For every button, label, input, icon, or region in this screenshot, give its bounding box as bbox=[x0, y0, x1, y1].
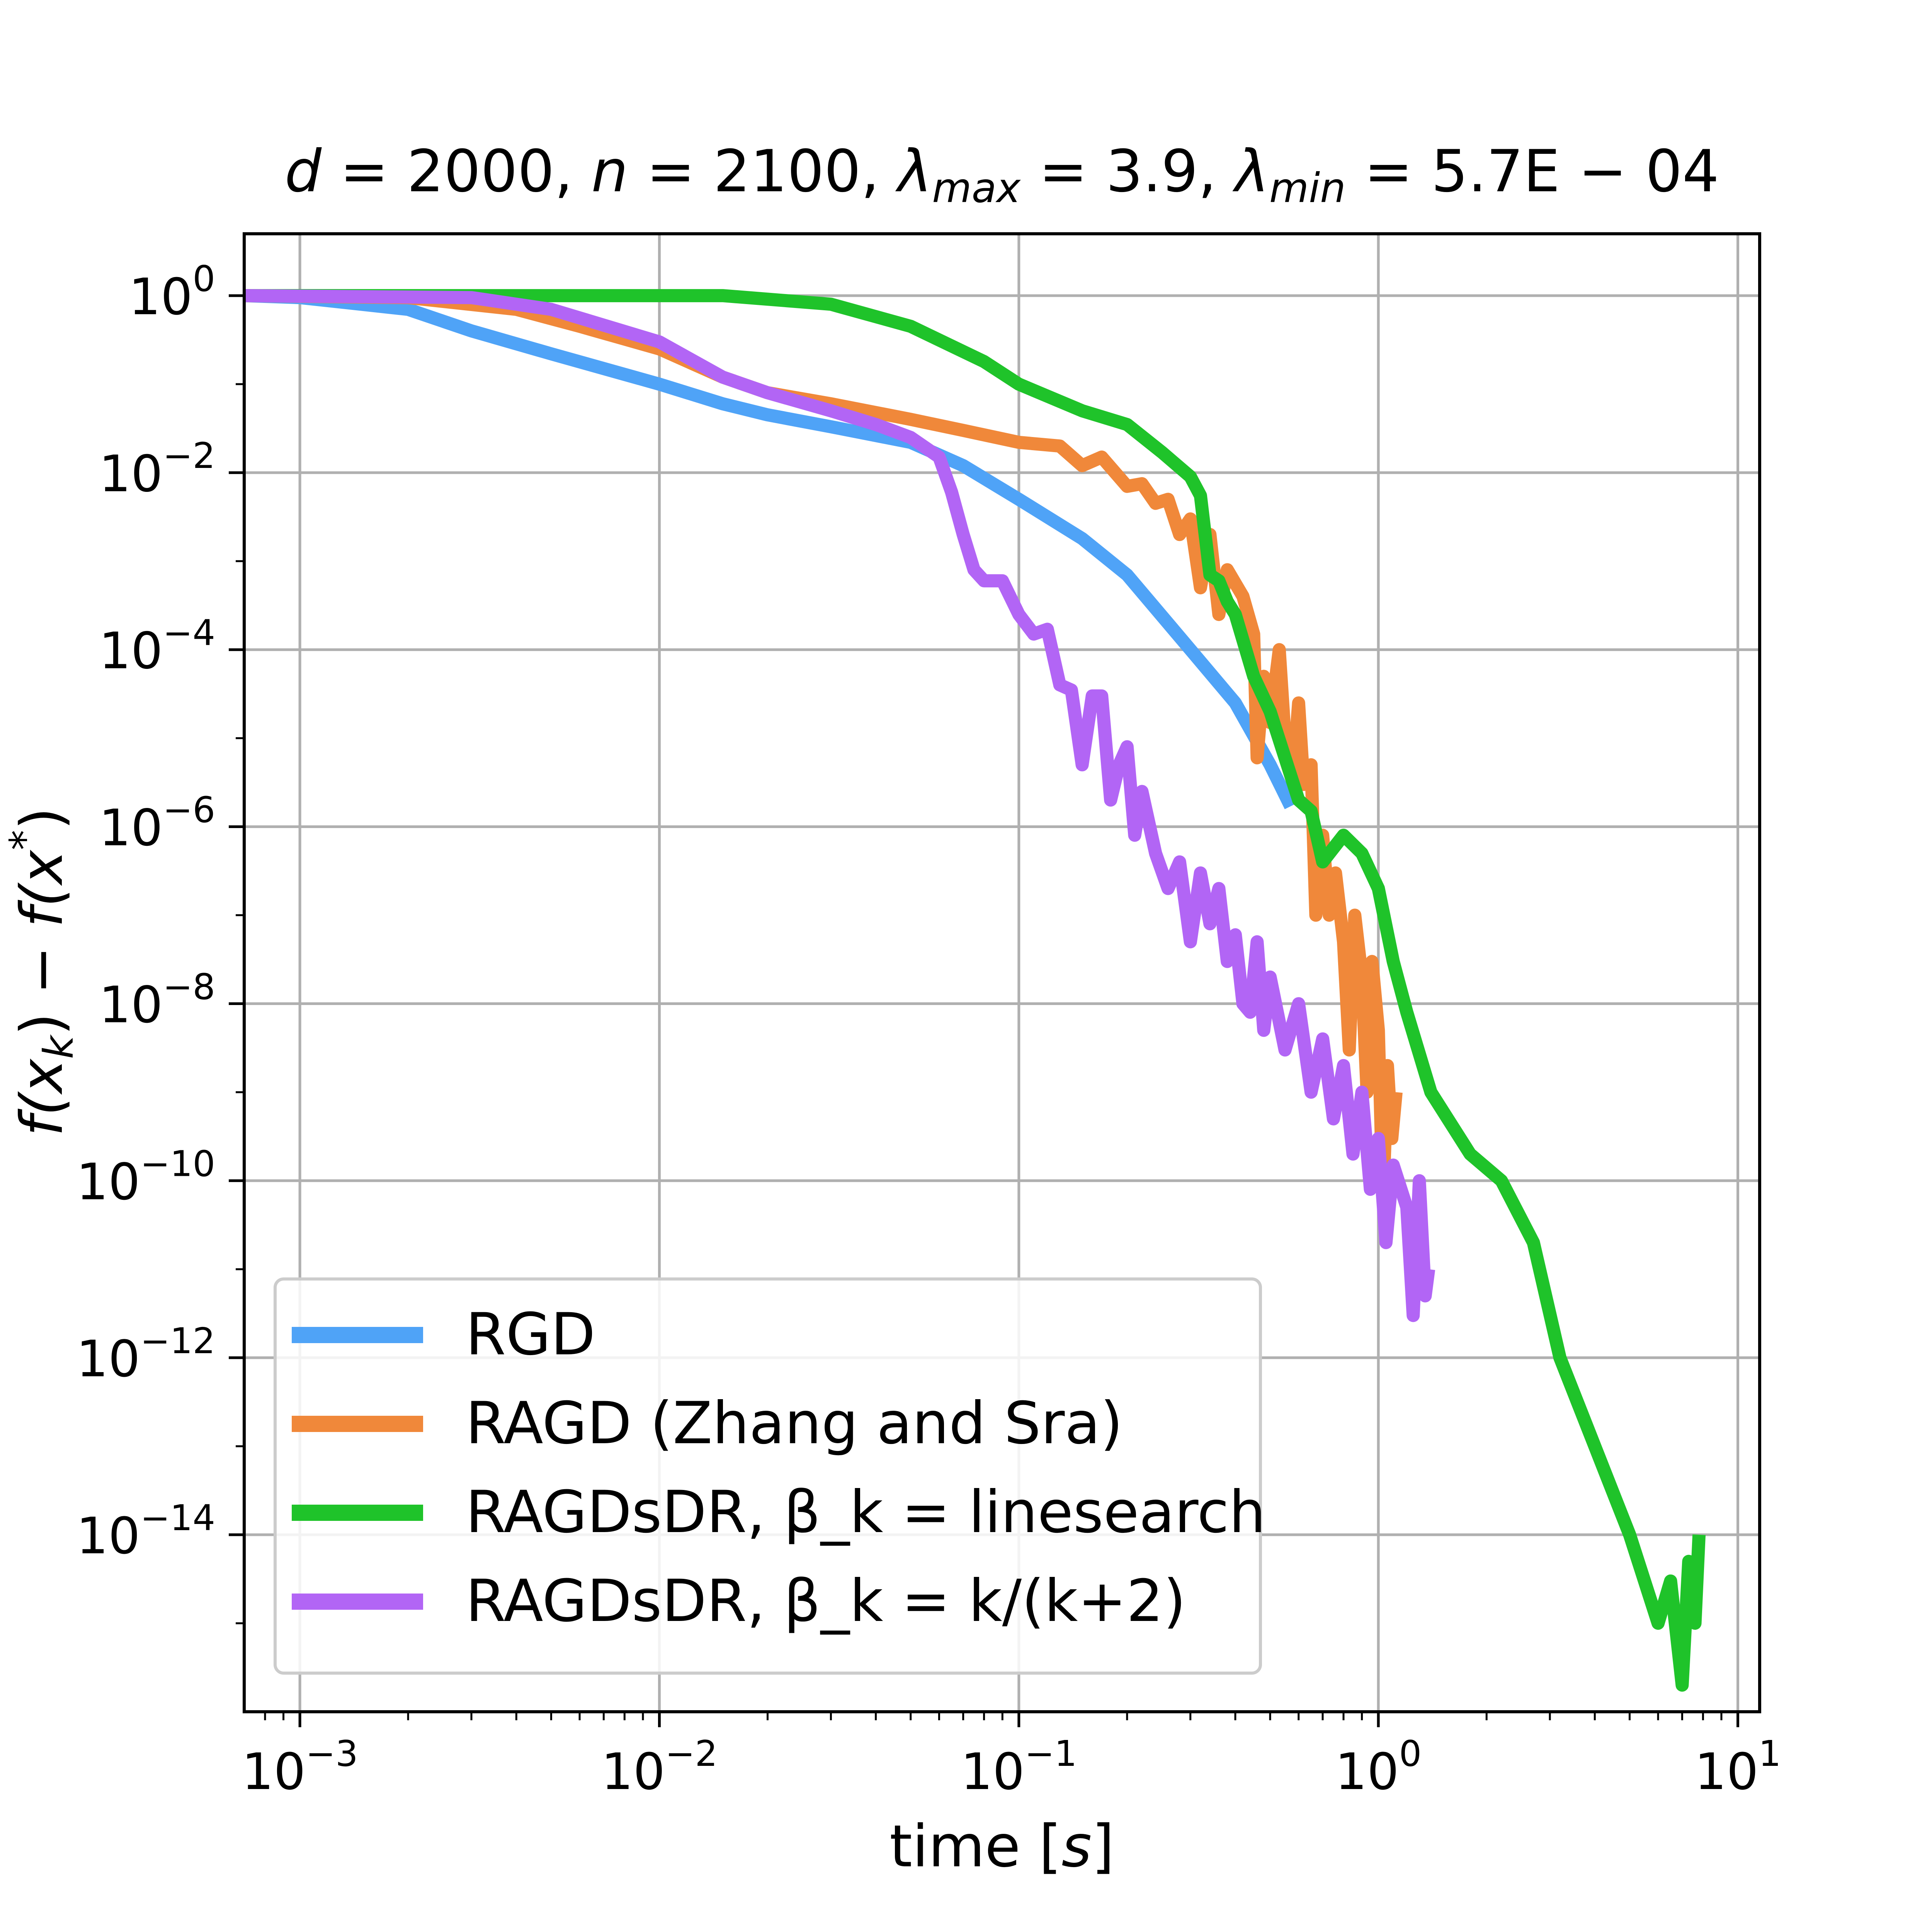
y-tick-label: 100 bbox=[129, 258, 215, 326]
legend-box bbox=[274, 1277, 1262, 1675]
y-tick-label: 10−4 bbox=[99, 612, 215, 680]
series-line-1 bbox=[244, 289, 1403, 1207]
y-tick-label: 10−10 bbox=[76, 1143, 215, 1211]
series-line-2 bbox=[244, 289, 1706, 1692]
legend-label-rgd: RGD bbox=[466, 1301, 595, 1368]
x-axis-label: time [s] bbox=[889, 1813, 1114, 1880]
chart-title: d = 2000, n = 2100, λmax = 3.9, λmin = 5… bbox=[285, 138, 1719, 212]
series-lines bbox=[244, 289, 1706, 1692]
x-tick-label: 10−2 bbox=[601, 1733, 718, 1801]
y-tick-label: 10−8 bbox=[99, 966, 215, 1034]
y-axis-label: f(xk) − f(x*) bbox=[1, 807, 82, 1136]
x-tick-label: 101 bbox=[1695, 1733, 1781, 1801]
x-tick-label: 100 bbox=[1335, 1733, 1422, 1801]
axis-ticks bbox=[229, 294, 1740, 1727]
legend-label-ragdsdr-k: RAGDsDR, β_k = k/(k+2) bbox=[466, 1568, 1186, 1635]
series-line-3 bbox=[244, 289, 1435, 1322]
y-tick-label: 10−2 bbox=[99, 435, 215, 503]
x-tick-label: 10−3 bbox=[242, 1733, 358, 1801]
tick-labels: 10−3 10−2 10−1 100 101 100 10−2 10−4 10−6 10−8 10−… bbox=[76, 258, 1781, 1801]
legend-label-ragd: RAGD (Zhang and Sra) bbox=[466, 1390, 1123, 1457]
y-tick-label: 10−6 bbox=[99, 789, 215, 857]
y-tick-label: 10−14 bbox=[76, 1497, 215, 1565]
series-line-0 bbox=[244, 289, 1297, 810]
legend-label-ragdsdr-linesearch: RAGDsDR, β_k = linesearch bbox=[466, 1479, 1266, 1546]
legend: RGD RAGD (Zhang and Sra) RAGDsDR, β_k = … bbox=[274, 1277, 1266, 1675]
x-tick-label: 10−1 bbox=[961, 1733, 1077, 1801]
y-tick-label: 10−12 bbox=[76, 1320, 215, 1388]
